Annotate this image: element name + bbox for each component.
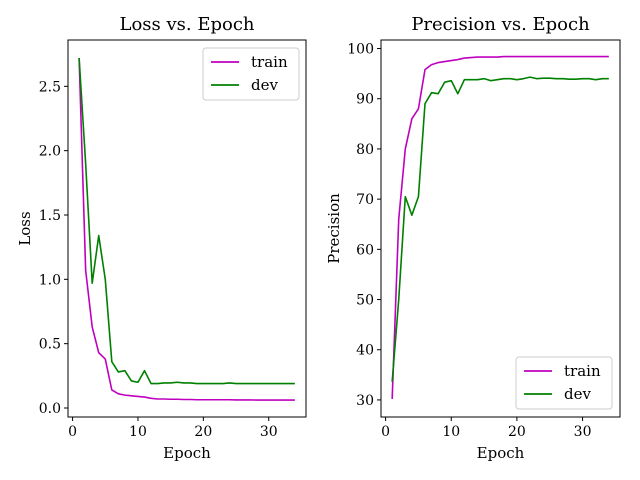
loss-y-tick-label: 2.0 (39, 144, 61, 160)
precision-y-tick-label: 80 (356, 142, 374, 158)
precision-legend-label-dev: dev (564, 385, 591, 403)
precision-x-tick-label: 10 (442, 424, 460, 440)
loss-x-tick-label: 0 (68, 424, 77, 440)
precision-series-dev-line (391, 76, 609, 382)
precision-legend: train dev (515, 356, 613, 410)
precision-chart: 0 10 20 30 30 40 50 60 70 80 90 100 Precision vs. Ep… (325, 14, 621, 462)
loss-legend-box (202, 47, 300, 101)
loss-y-tick-label: 2.5 (39, 79, 61, 95)
precision-y-tick-label: 50 (356, 293, 374, 309)
loss-y-tick-label: 1.0 (39, 272, 61, 288)
loss-y-tick-label: 1.5 (39, 208, 61, 224)
loss-y-tick-label: 0.5 (39, 337, 61, 353)
precision-legend-label-train: train (564, 362, 601, 380)
loss-x-axis-label: Epoch (163, 444, 211, 462)
loss-x-tick-label: 10 (129, 424, 147, 440)
loss-legend: train dev (202, 47, 300, 101)
precision-y-tick-label: 70 (356, 192, 374, 208)
precision-y-axis-label: Precision (325, 193, 343, 264)
loss-chart: 0 10 20 30 0.0 0.5 1.0 1.5 2.0 2.5 Loss vs. Epoch E… (16, 14, 307, 462)
precision-y-tick-label: 100 (347, 42, 374, 58)
precision-x-tick-label: 30 (574, 424, 592, 440)
precision-y-tick-label: 90 (356, 92, 374, 108)
precision-series-train-line (391, 55, 609, 399)
loss-x-tick-label: 30 (260, 424, 278, 440)
loss-series-train-line (78, 57, 295, 401)
precision-x-tick-label: 0 (381, 424, 390, 440)
loss-x-tick-label: 20 (194, 424, 212, 440)
loss-chart-title: Loss vs. Epoch (119, 14, 254, 35)
precision-legend-box (515, 356, 613, 410)
precision-y-tick-label: 40 (356, 343, 374, 359)
loss-legend-label-dev: dev (251, 76, 278, 94)
precision-y-tick-label: 60 (356, 242, 374, 258)
precision-y-tick-label: 30 (356, 393, 374, 409)
precision-x-tick-label: 20 (508, 424, 526, 440)
loss-legend-label-train: train (251, 53, 288, 71)
precision-plot-frame (380, 39, 621, 418)
loss-y-tick-label: 0.0 (39, 401, 61, 417)
loss-y-axis-label: Loss (16, 211, 34, 245)
loss-series-dev-line (78, 57, 295, 385)
loss-plot-frame (67, 39, 307, 418)
precision-chart-title: Precision vs. Epoch (411, 14, 590, 35)
precision-x-axis-label: Epoch (477, 444, 525, 462)
